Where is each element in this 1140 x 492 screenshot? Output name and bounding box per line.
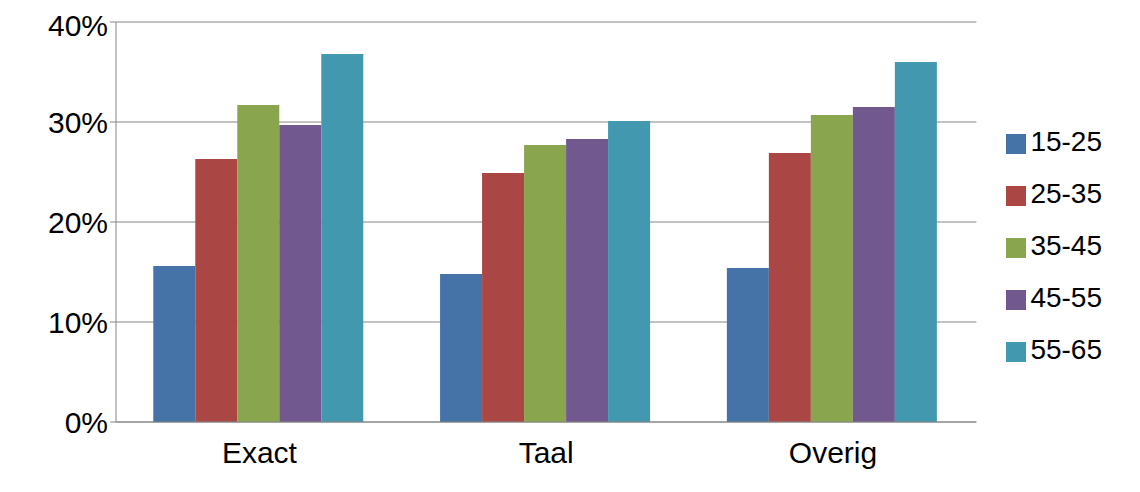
svg-text:10%: 10% <box>48 306 108 339</box>
svg-text:0%: 0% <box>65 406 108 439</box>
svg-text:30%: 30% <box>48 106 108 139</box>
html-text:55-65: 55-65 <box>1030 334 1102 365</box>
svg-text:Exact: Exact <box>222 436 298 469</box>
html-text:45-55: 45-55 <box>1030 282 1102 313</box>
svg-text:Taal: Taal <box>519 436 574 469</box>
html-text:25-35: 25-35 <box>1030 178 1102 209</box>
svg-text:40%: 40% <box>48 9 108 42</box>
svg-text:20%: 20% <box>48 206 108 239</box>
svg-text:Overig: Overig <box>789 436 877 469</box>
html-text:35-45: 35-45 <box>1030 230 1102 261</box>
html-text:15-25: 15-25 <box>1030 126 1102 157</box>
